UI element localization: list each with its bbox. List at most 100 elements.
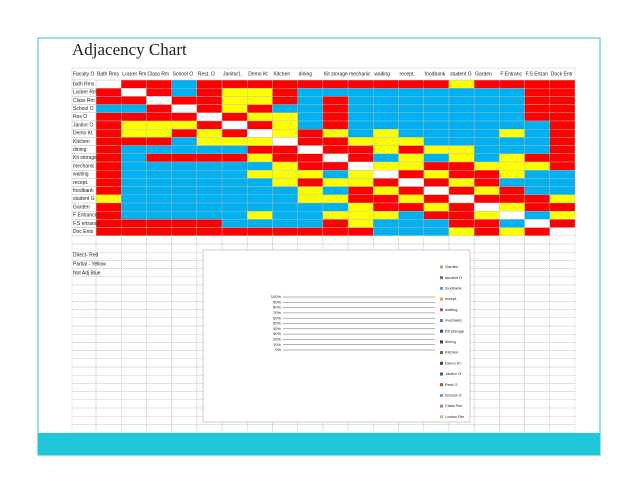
- cell: [196, 153, 223, 163]
- cell: [499, 128, 525, 138]
- cell: [398, 104, 424, 113]
- cell: [499, 96, 525, 105]
- cell: [196, 210, 223, 220]
- column-header: Garden: [475, 71, 492, 77]
- cell: [549, 96, 576, 105]
- cell: [247, 178, 273, 187]
- cell: [473, 210, 500, 220]
- row-header: dining: [73, 147, 87, 153]
- column-header: School O: [173, 71, 194, 77]
- cell: [524, 161, 550, 171]
- cell: [423, 145, 450, 155]
- cell: [524, 178, 550, 187]
- cell: [473, 87, 500, 97]
- cell: [473, 128, 500, 138]
- cell: [247, 194, 273, 204]
- cell: [448, 210, 475, 220]
- cell: [146, 87, 172, 97]
- cell: [524, 202, 550, 212]
- column-header: Kitchen: [273, 71, 290, 77]
- column-header: Dock Entr: [551, 71, 573, 77]
- cell: [221, 79, 248, 89]
- row-header: Janitor O: [73, 122, 93, 128]
- note: Not Adj Blue: [73, 270, 101, 276]
- column-header: Kit storage: [324, 71, 348, 77]
- cell: [423, 137, 450, 146]
- cell: [373, 96, 399, 105]
- cell: [448, 227, 475, 237]
- cell: [171, 104, 198, 113]
- cell: [322, 194, 349, 204]
- cell: [297, 202, 324, 212]
- cell: [272, 145, 298, 155]
- cell: [398, 128, 424, 138]
- cell: [473, 169, 500, 179]
- cell: [398, 79, 424, 89]
- cell: [171, 87, 198, 97]
- row-header: School O: [73, 106, 94, 112]
- legend-label: Class Rm: [445, 403, 463, 408]
- cell: [221, 210, 248, 220]
- cell: [448, 137, 475, 146]
- cell: [347, 87, 374, 97]
- cell: [347, 153, 374, 163]
- cell: [398, 202, 424, 212]
- cell: [297, 178, 324, 187]
- cell: [423, 153, 450, 163]
- footer-band: [38, 433, 600, 455]
- cell: [499, 186, 525, 196]
- cell: [524, 169, 550, 179]
- cell: [398, 87, 424, 97]
- cell: [423, 186, 450, 196]
- cell: [322, 128, 349, 138]
- cell: [549, 145, 576, 155]
- cell: [171, 219, 198, 228]
- cell: [171, 210, 198, 220]
- cell: [448, 128, 475, 138]
- cell: [524, 120, 550, 130]
- empty-cell: [549, 424, 576, 433]
- cell: [423, 219, 450, 228]
- cell: [272, 128, 298, 138]
- cell: [347, 178, 374, 187]
- cell: [322, 120, 349, 130]
- cell: [171, 153, 198, 163]
- cell: [347, 161, 374, 171]
- cell: [121, 112, 147, 122]
- cell: [322, 186, 349, 196]
- legend-swatch: [440, 308, 443, 312]
- cell: [95, 128, 122, 138]
- legend-swatch: [440, 361, 443, 365]
- cell: [95, 104, 122, 113]
- cell: [221, 186, 248, 196]
- cell: [473, 112, 500, 122]
- cell: [473, 202, 500, 212]
- legend-label: Locker Rm: [445, 414, 465, 419]
- cell: [272, 137, 298, 146]
- cell: [297, 145, 324, 155]
- column-header: Rest. O: [198, 71, 215, 77]
- cell: [121, 210, 147, 220]
- cell: [221, 219, 248, 228]
- cell: [398, 120, 424, 130]
- cell: [322, 137, 349, 146]
- cell: [171, 227, 198, 237]
- cell: [196, 120, 223, 130]
- cell: [398, 153, 424, 163]
- y-tick-label: 30%: [273, 331, 281, 336]
- cell: [196, 202, 223, 212]
- cell: [272, 219, 298, 228]
- cell: [221, 137, 248, 146]
- cell: [423, 194, 450, 204]
- cell: [398, 96, 424, 105]
- cell: [297, 153, 324, 163]
- cell: [272, 161, 298, 171]
- cell: [373, 202, 399, 212]
- cell: [398, 219, 424, 228]
- legend-label: foodbank: [445, 285, 461, 290]
- cell: [272, 202, 298, 212]
- cell: [146, 153, 172, 163]
- cell: [297, 161, 324, 171]
- cell: [146, 227, 172, 237]
- cell: [171, 169, 198, 179]
